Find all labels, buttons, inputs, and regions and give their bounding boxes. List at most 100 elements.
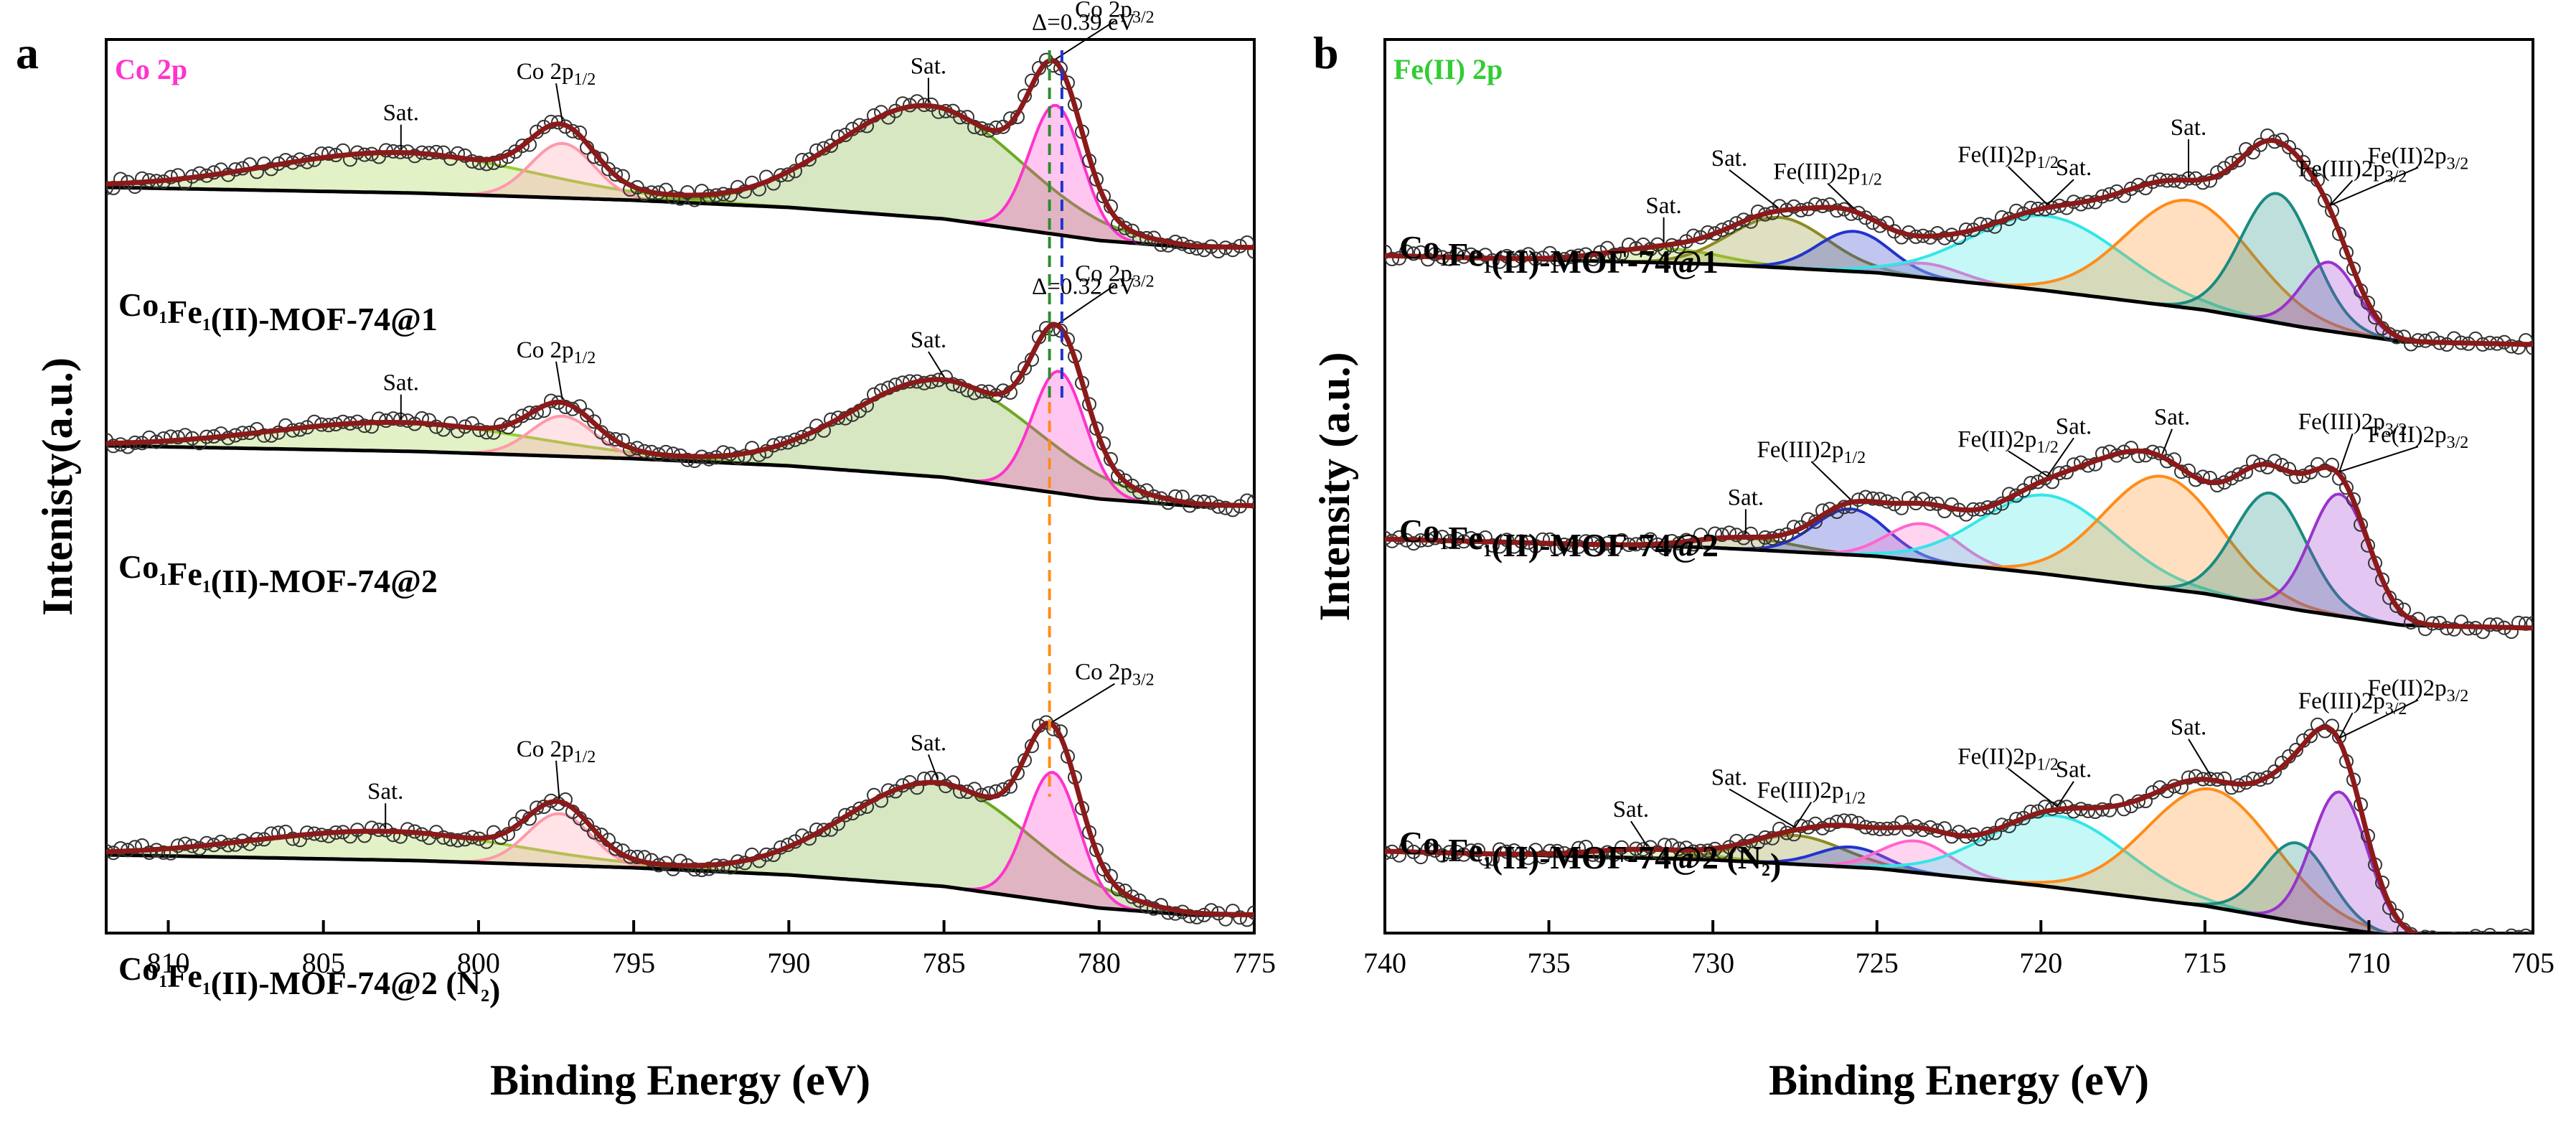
x-tick-label: 775: [1233, 947, 1276, 979]
data-point: [1543, 532, 1557, 547]
data-point: [2267, 764, 2282, 779]
data-point: [2404, 927, 2418, 933]
peak-annotation-0-1-3: Co 2p3/2: [1075, 261, 1154, 291]
x-tick-label: 740: [1363, 947, 1406, 979]
peak-annotation-0-2-0: Sat.: [367, 779, 403, 805]
annotation-arrow: [1058, 284, 1115, 324]
data-point: [702, 451, 716, 467]
data-point: [1493, 254, 1507, 269]
data-point: [1830, 815, 1844, 829]
peak-annotation-1-0-2: Fe(III)2p1/2: [1773, 159, 1882, 189]
panel-b-plot: Sat.Sat.Fe(III)2p1/2Fe(II)2p1/2Sat.Sat.F…: [1385, 115, 2533, 933]
annotation-arrow: [2338, 699, 2419, 739]
background-line-0-2: [106, 853, 1254, 917]
data-point: [2519, 928, 2533, 933]
data-point: [587, 825, 601, 840]
data-point: [1536, 532, 1550, 547]
data-point: [2504, 928, 2519, 933]
data-point: [1478, 248, 1493, 263]
panel-b-x-label: Binding Energy (eV): [1769, 1057, 2149, 1104]
data-point: [2389, 599, 2404, 613]
data-point: [2468, 929, 2483, 933]
peak-annotation-0-0-3: Co 2p3/2: [1075, 0, 1154, 27]
data-point: [587, 414, 601, 429]
data-point: [1421, 842, 1435, 857]
data-point: [1650, 845, 1665, 860]
peak-annotation-0-0-2: Sat.: [911, 53, 946, 79]
peak-annotation-1-0-4: Sat.: [2056, 155, 2092, 181]
sample-label-1-2: Co1Fe1(II)-MOF-74@2 (N2): [1399, 825, 1781, 883]
data-point: [608, 167, 623, 182]
peak-annotation-1-0-1: Sat.: [1711, 146, 1747, 172]
peak-annotation-0-2-3: Co 2p3/2: [1075, 660, 1154, 690]
annotation-arrow: [555, 760, 560, 799]
data-point: [2419, 929, 2432, 933]
data-point: [2067, 804, 2081, 819]
data-point: [802, 152, 817, 167]
data-point: [2289, 147, 2303, 162]
data-point: [982, 786, 996, 801]
data-point: [2425, 331, 2440, 346]
data-point: [451, 833, 465, 848]
data-point: [1449, 247, 1464, 262]
data-point: [365, 419, 379, 434]
data-point: [852, 801, 867, 816]
data-point: [486, 155, 501, 170]
envelope-fit-1-2: [1385, 724, 2423, 933]
data-point: [257, 428, 271, 443]
data-point: [1111, 881, 1125, 896]
annotation-arrow: [2007, 767, 2058, 807]
data-point: [1118, 473, 1132, 488]
data-point: [2490, 617, 2504, 632]
annotation-arrow: [2338, 712, 2354, 739]
peak-annotation-1-1-4: Sat.: [2154, 405, 2190, 431]
data-point: [687, 862, 702, 877]
peak-fill-1-2-3: [1385, 840, 2372, 933]
data-point: [1866, 491, 1880, 506]
data-point: [1464, 247, 1478, 262]
peak-fill-1-1-6: [1385, 494, 2533, 628]
annotation-arrow: [555, 83, 563, 122]
peak-fill-1-2-2: [1385, 847, 2372, 933]
panel-a-letter: a: [16, 27, 39, 78]
data-point: [1586, 847, 1600, 862]
data-point: [1183, 909, 1197, 924]
background-line-1-2: [1385, 849, 2385, 933]
data-point: [1247, 244, 1254, 259]
peak-annotation-0-1-4: Δ=0.32 eV: [1032, 274, 1135, 300]
panel-a-y-label: Intenisty(a.u.): [34, 357, 81, 616]
data-point: [1421, 252, 1435, 267]
data-point: [1485, 538, 1500, 553]
data-point: [2081, 803, 2095, 818]
peak-fill-1-2-6: [1385, 843, 2387, 933]
peak-annotation-0-1-1: Co 2p1/2: [517, 337, 596, 367]
peak-annotation-1-1-5: Fe(III)2p3/2: [2298, 409, 2407, 439]
peak-annotation-1-1-6: Fe(II)2p3/2: [2368, 422, 2469, 452]
data-point: [2361, 295, 2375, 310]
data-point: [2102, 802, 2117, 818]
data-point: [1010, 766, 1025, 781]
sample-label-1-0: Co1Fe1(II)-MOF-74@1: [1399, 229, 1719, 280]
peak-annotation-1-2-5: Sat.: [2171, 715, 2206, 741]
x-tick-label: 725: [1856, 947, 1899, 979]
x-tick-label: 710: [2347, 947, 2390, 979]
x-tick-label: 730: [1691, 947, 1734, 979]
data-point: [2210, 478, 2224, 492]
data-point: [1385, 244, 1392, 259]
annotation-arrow: [2161, 428, 2173, 455]
data-point: [1464, 531, 1478, 545]
data-point: [386, 828, 400, 843]
peak-fill-1-1-5: [1385, 492, 2533, 628]
data-point: [2477, 930, 2488, 933]
data-point: [1808, 197, 1823, 212]
sample-label-0-2: Co1Fe1(II)-MOF-74@2 (N2): [118, 950, 500, 1008]
peak-annotation-1-0-5: Sat.: [2171, 115, 2206, 141]
data-point: [1435, 848, 1449, 863]
data-point: [1607, 541, 1622, 556]
panel-a-frame: [105, 38, 1256, 935]
data-point: [2512, 929, 2525, 933]
data-point: [1197, 243, 1211, 258]
peak-annotation-1-1-1: Fe(III)2p1/2: [1757, 437, 1866, 467]
peak-annotation-1-2-7: Fe(II)2p3/2: [2368, 675, 2469, 706]
